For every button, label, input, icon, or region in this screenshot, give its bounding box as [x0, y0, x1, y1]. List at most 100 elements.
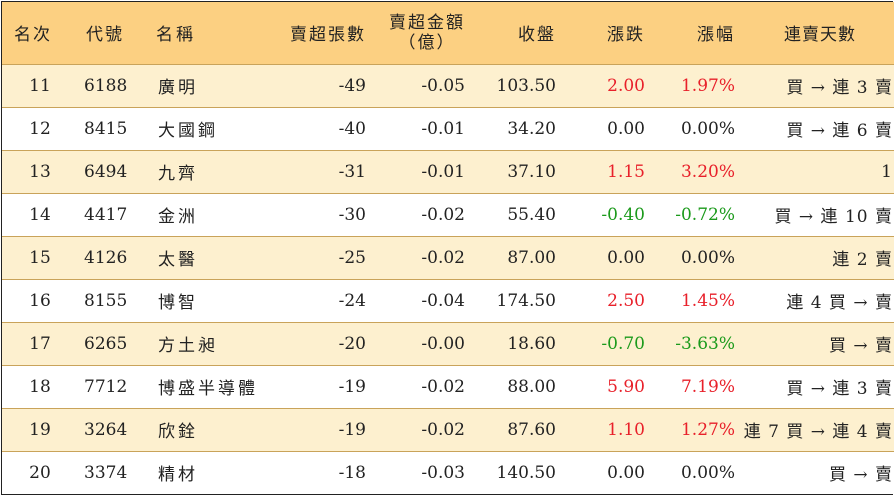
- net-sell-lots-cell: -20: [266, 321, 366, 365]
- header-code[interactable]: 代號: [78, 2, 156, 65]
- table-row[interactable]: 14 4417 金洲 -30 -0.02 55.40 -0.40 -0.72% 買 → 連 10…: [2, 192, 894, 236]
- table-row[interactable]: 11 6188 廣明 -49 -0.05 103.50 2.00 1.97% 買 → 連 3 賣: [2, 64, 894, 107]
- net-sell-amount-cell: -0.02: [366, 235, 465, 279]
- header-change[interactable]: 漲跌: [556, 2, 645, 65]
- close-cell: 88.00: [465, 364, 556, 408]
- table-row[interactable]: 15 4126 太醫 -25 -0.02 87.00 0.00 0.00% 連 2 賣: [2, 235, 894, 279]
- consecutive-days-cell: 連 4 買 → 賣: [735, 278, 894, 322]
- table-row[interactable]: 17 6265 方土昶 -20 -0.00 18.60 -0.70 -3.63% 買 → 賣: [2, 321, 894, 365]
- change-cell: 5.90: [556, 364, 645, 408]
- consecutive-days-cell: 買 → 賣: [735, 450, 894, 494]
- code-cell[interactable]: 8155: [78, 278, 156, 322]
- header-net-sell-lots[interactable]: 賣超張數: [266, 2, 366, 65]
- change-cell: 0.00: [556, 450, 645, 494]
- rank-cell: 15: [2, 235, 78, 279]
- net-sell-lots-cell: -40: [266, 106, 366, 150]
- net-sell-lots-cell: -30: [266, 192, 366, 236]
- name-cell[interactable]: 方土昶: [156, 321, 266, 365]
- net-sell-amount-cell: -0.00: [366, 321, 465, 365]
- close-cell: 37.10: [465, 149, 556, 193]
- name-cell[interactable]: 廣明: [158, 78, 198, 98]
- name-cell[interactable]: 博智: [156, 278, 266, 322]
- consecutive-days-cell: 連 7 買 → 連 4 賣: [735, 407, 894, 451]
- net-sell-amount-cell: -0.02: [366, 407, 465, 451]
- consecutive-days-cell: 買 → 連 10 賣: [735, 192, 894, 236]
- consecutive-days-cell: 1: [735, 149, 894, 193]
- header-name[interactable]: 名稱: [156, 2, 266, 65]
- header-net-sell-amount-line2: （億）: [398, 32, 456, 53]
- code-cell[interactable]: 4126: [78, 235, 156, 279]
- name-cell[interactable]: 金洲: [156, 192, 266, 236]
- consecutive-days-cell: 買 → 連 3 賣: [735, 364, 894, 408]
- change-cell: -0.70: [556, 321, 645, 365]
- change-cell: 2.00: [607, 75, 645, 96]
- change-pct-cell: -3.63%: [645, 321, 735, 365]
- change-pct-cell: 0.00%: [645, 450, 735, 494]
- code-cell[interactable]: 3264: [78, 407, 156, 451]
- close-cell: 87.00: [465, 235, 556, 279]
- net-sell-amount-cell: -0.01: [366, 149, 465, 193]
- change-cell: 1.10: [556, 407, 645, 451]
- header-net-sell-amount[interactable]: 賣超金額 （億）: [366, 2, 465, 65]
- rank-cell: 16: [2, 278, 78, 322]
- close-cell: 140.50: [465, 450, 556, 494]
- table-body: 11 6188 廣明 -49 -0.05 103.50 2.00 1.97% 買 → 連 3 賣…: [2, 64, 894, 494]
- name-cell[interactable]: 九齊: [156, 149, 266, 193]
- header-change-pct[interactable]: 漲幅: [645, 2, 735, 65]
- rank-cell: 17: [2, 321, 78, 365]
- table-row[interactable]: 13 6494 九齊 -31 -0.01 37.10 1.15 3.20% 1: [2, 149, 894, 193]
- change-cell: 0.00: [556, 235, 645, 279]
- rank-cell: 12: [2, 106, 78, 150]
- net-sell-lots-cell: -31: [266, 149, 366, 193]
- code-cell[interactable]: 6494: [78, 149, 156, 193]
- table-row[interactable]: 12 8415 大國鋼 -40 -0.01 34.20 0.00 0.00% 買 → 連 6 賣: [2, 106, 894, 150]
- change-pct-cell: 1.27%: [645, 407, 735, 451]
- table-row[interactable]: 19 3264 欣銓 -19 -0.02 87.60 1.10 1.27% 連 7 買 → 連 …: [2, 407, 894, 451]
- net-sell-lots-cell: -19: [266, 407, 366, 451]
- name-cell[interactable]: 大國鋼: [156, 106, 266, 150]
- header-close[interactable]: 收盤: [465, 2, 556, 65]
- net-sell-lots-cell: -24: [266, 278, 366, 322]
- name-cell[interactable]: 博盛半導體: [156, 364, 266, 408]
- net-sell-amount-cell: -0.03: [366, 450, 465, 494]
- rank-cell: 14: [2, 192, 78, 236]
- rank-cell: 19: [2, 407, 78, 451]
- header-rank[interactable]: 名次: [2, 2, 78, 65]
- net-sell-amount-cell: -0.02: [366, 192, 465, 236]
- rank-cell: 20: [2, 450, 78, 494]
- header-consecutive-days[interactable]: 連賣天數: [735, 2, 894, 65]
- change-pct-cell: -0.72%: [645, 192, 735, 236]
- name-cell[interactable]: 太醫: [156, 235, 266, 279]
- code-cell[interactable]: 7712: [78, 364, 156, 408]
- table-row[interactable]: 18 7712 博盛半導體 -19 -0.02 88.00 5.90 7.19% 買 → 連 3…: [2, 364, 894, 408]
- change-pct-cell: 0.00%: [645, 235, 735, 279]
- code-cell[interactable]: 4417: [78, 192, 156, 236]
- change-cell: 0.00: [556, 106, 645, 150]
- change-pct-cell: 1.97%: [680, 75, 735, 96]
- name-cell[interactable]: 精材: [156, 450, 266, 494]
- net-sell-lots-cell: -25: [266, 235, 366, 279]
- close-cell: 55.40: [465, 192, 556, 236]
- net-sell-lots-cell: -49: [338, 75, 366, 96]
- header-net-sell-amount-line1: 賣超金額: [389, 12, 465, 33]
- consecutive-days-cell: 買 → 連 6 賣: [735, 106, 894, 150]
- code-cell[interactable]: 6188: [84, 75, 128, 96]
- net-sell-amount-cell: -0.04: [366, 278, 465, 322]
- code-cell[interactable]: 8415: [78, 106, 156, 150]
- close-cell: 103.50: [496, 75, 556, 96]
- close-cell: 18.60: [465, 321, 556, 365]
- consecutive-days-cell: 買 → 賣: [735, 321, 894, 365]
- name-cell[interactable]: 欣銓: [156, 407, 266, 451]
- change-cell: 1.15: [556, 149, 645, 193]
- net-sell-lots-cell: -19: [266, 364, 366, 408]
- net-sell-lots-cell: -18: [266, 450, 366, 494]
- rank-cell: 11: [29, 75, 51, 96]
- table-row[interactable]: 20 3374 精材 -18 -0.03 140.50 0.00 0.00% 買 → 賣: [2, 450, 894, 494]
- code-cell[interactable]: 6265: [78, 321, 156, 365]
- code-cell[interactable]: 3374: [78, 450, 156, 494]
- change-pct-cell: 0.00%: [645, 106, 735, 150]
- change-pct-cell: 3.20%: [645, 149, 735, 193]
- table-row[interactable]: 16 8155 博智 -24 -0.04 174.50 2.50 1.45% 連 4 買 → 賣: [2, 278, 894, 322]
